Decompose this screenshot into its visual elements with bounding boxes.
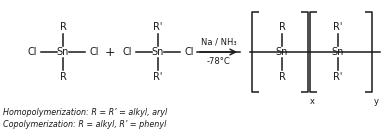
Text: x: x xyxy=(310,97,315,106)
Text: R: R xyxy=(279,72,285,82)
Text: Sn: Sn xyxy=(276,47,288,57)
Text: R': R' xyxy=(153,22,163,32)
Text: R': R' xyxy=(153,72,163,82)
Text: Copolymerization: R = alkyl, R’ = phenyl: Copolymerization: R = alkyl, R’ = phenyl xyxy=(3,120,166,129)
Text: Sn: Sn xyxy=(332,47,344,57)
Text: Cl: Cl xyxy=(184,47,194,57)
Text: R: R xyxy=(60,22,66,32)
Text: R: R xyxy=(279,22,285,32)
Text: +: + xyxy=(105,46,115,59)
Text: R: R xyxy=(60,72,66,82)
Text: R': R' xyxy=(333,22,343,32)
Text: y: y xyxy=(374,97,379,106)
Text: Cl: Cl xyxy=(27,47,37,57)
Text: Sn: Sn xyxy=(152,47,164,57)
Text: -78°C: -78°C xyxy=(207,58,230,66)
Text: R': R' xyxy=(333,72,343,82)
Text: Homopolymerization: R = R’ = alkyl, aryl: Homopolymerization: R = R’ = alkyl, aryl xyxy=(3,108,167,117)
Text: Cl: Cl xyxy=(89,47,99,57)
Text: Cl: Cl xyxy=(122,47,132,57)
Text: Sn: Sn xyxy=(57,47,69,57)
Text: Na / NH₃: Na / NH₃ xyxy=(201,38,236,46)
